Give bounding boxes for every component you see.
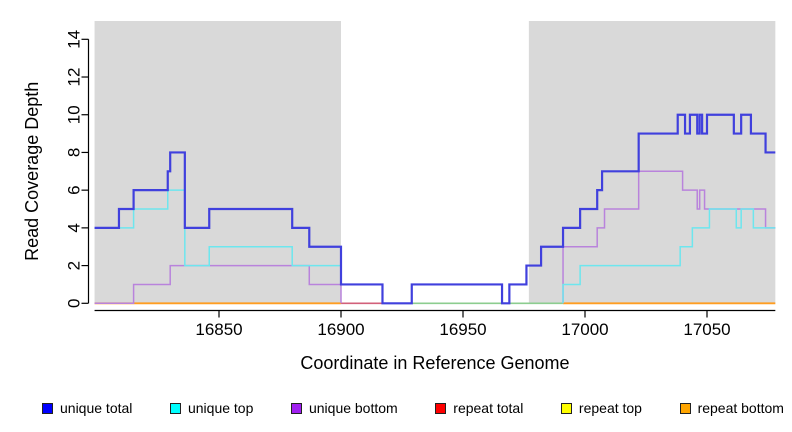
legend-label-unique-total: unique total [60, 400, 133, 416]
legend-swatch-unique-bottom [290, 402, 302, 414]
x-axis-title: Coordinate in Reference Genome [300, 353, 569, 373]
legend-item-repeat-bottom: repeat bottom [679, 400, 784, 416]
y-tick-label: 10 [65, 105, 84, 124]
repeat-region-band [94, 21, 341, 304]
legend-item-repeat-top: repeat top [560, 400, 642, 416]
repeat-region-band [528, 21, 776, 304]
y-tick-label: 6 [65, 185, 84, 194]
y-tick-label: 12 [65, 68, 84, 87]
legend-swatch-repeat-total [435, 402, 447, 414]
x-tick-label: 16850 [195, 320, 242, 339]
legend-label-repeat-total: repeat total [453, 400, 524, 416]
series-line-unique-bottom [562, 170, 776, 304]
legend-label-repeat-top: repeat top [578, 400, 642, 416]
y-tick-label: 0 [65, 299, 84, 308]
legend-swatch-repeat-top [560, 402, 572, 414]
legend-swatch-unique-top [169, 402, 181, 414]
y-tick-label: 4 [65, 223, 84, 232]
legend: unique total unique top unique bottom repea… [42, 397, 784, 419]
y-tick-label: 2 [65, 261, 84, 270]
series-line-unique-top [562, 208, 776, 304]
y-tick-label: 8 [65, 148, 84, 157]
legend-item-unique-top: unique top [169, 400, 254, 416]
y-tick-label: 14 [65, 30, 84, 49]
legend-item-unique-bottom: unique bottom [290, 400, 398, 416]
y-axis-title: Read Coverage Depth [22, 82, 42, 261]
legend-label-unique-bottom: unique bottom [308, 400, 398, 416]
legend-label-repeat-bottom: repeat bottom [697, 400, 784, 416]
legend-swatch-repeat-bottom [679, 402, 691, 414]
series-line-unique-total [94, 113, 776, 305]
x-tick-label: 17000 [561, 320, 608, 339]
legend-item-repeat-total: repeat total [435, 400, 523, 416]
series-line-unique-bottom [94, 264, 342, 305]
x-tick-label: 16900 [317, 320, 364, 339]
legend-swatch-unique-total [42, 402, 53, 414]
legend-label-unique-top: unique top [187, 400, 254, 416]
x-tick-label: 16950 [439, 320, 486, 339]
x-tick-label: 17050 [683, 320, 730, 339]
legend-item-unique-total: unique total [42, 400, 132, 416]
